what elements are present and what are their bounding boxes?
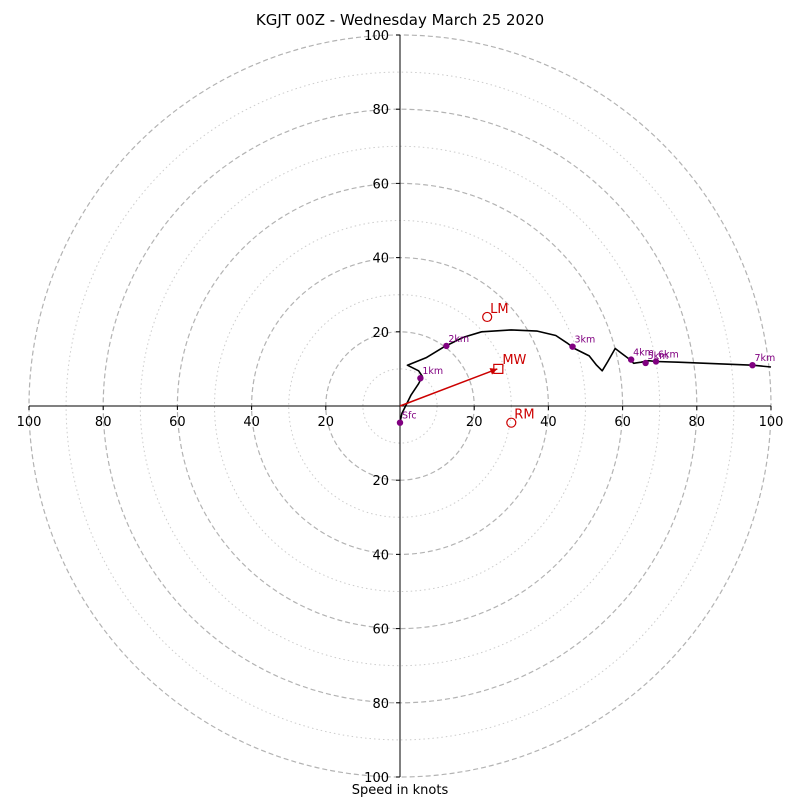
tick-labels: 100 80 60 40 20 20 40 60 80 100 100 80 60 40 20 20 40 60 8… (17, 29, 784, 786)
mean-wind-arrow (399, 368, 498, 407)
height-label-6km: 6km (658, 349, 679, 360)
height-marker-3km (569, 343, 576, 350)
x-axis-title: Speed in knots (351, 783, 449, 798)
left-mover-label: LM (490, 302, 508, 317)
y-tick-label: 20 (372, 326, 389, 341)
height-marker-sfc (396, 419, 404, 426)
x-tick-label: 80 (689, 415, 706, 430)
x-tick-label: 80 (95, 415, 112, 430)
right-mover-label: RM (514, 408, 534, 423)
height-label-sfc: Sfc (402, 411, 417, 422)
x-tick-label: 100 (759, 415, 784, 430)
x-tick-label: 40 (540, 415, 557, 430)
height-label-7km: 7km (754, 353, 775, 364)
y-tick-label: 60 (372, 623, 389, 638)
y-tick-label: 100 (364, 29, 389, 44)
left-mover-marker (482, 311, 493, 323)
right-mover-marker (506, 417, 517, 428)
height-label-4km: 4km (633, 348, 654, 359)
height-marker-5km (642, 359, 649, 367)
y-tick-label: 80 (372, 103, 389, 118)
y-tick-label: 40 (372, 252, 389, 267)
height-marker-1km (417, 374, 424, 382)
x-tick-label: 100 (17, 415, 42, 430)
y-tick-label: 40 (372, 548, 389, 563)
height-marker-2km (443, 342, 450, 350)
height-marker-4km (627, 356, 635, 363)
height-marker-6km (652, 358, 660, 365)
x-tick-label: 40 (243, 415, 260, 430)
x-tick-label: 60 (614, 415, 631, 430)
mean-wind-marker (493, 363, 504, 374)
height-label-3km: 3km (575, 335, 596, 346)
height-label-2km: 2km (448, 334, 469, 345)
height-marker-7km (749, 361, 756, 369)
y-tick-label: 20 (372, 474, 389, 489)
storm-motion-group: MW LM RM (399, 302, 535, 428)
chart-title: KGJT 00Z - Wednesday March 25 2020 (255, 11, 545, 29)
x-tick-label: 20 (318, 415, 335, 430)
x-tick-label: 20 (466, 415, 483, 430)
y-tick-label: 100 (364, 771, 389, 786)
x-tick-label: 60 (169, 415, 186, 430)
height-label-5km: 5km (648, 351, 669, 362)
mean-wind-label: MW (502, 353, 526, 368)
y-tick-label: 80 (372, 697, 389, 712)
y-tick-label: 60 (372, 177, 389, 192)
height-label-1km: 1km (422, 366, 443, 377)
